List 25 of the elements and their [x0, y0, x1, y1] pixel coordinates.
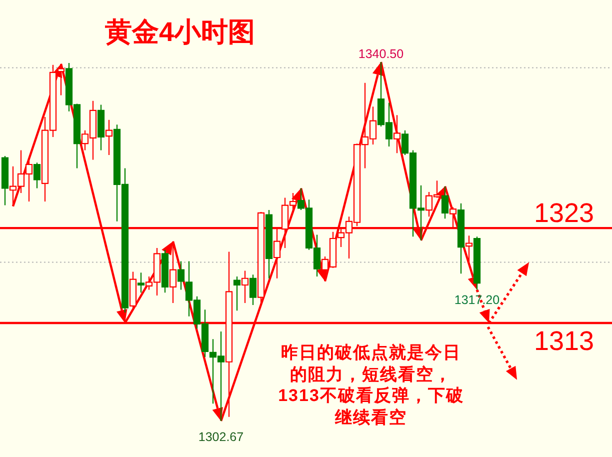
- ref-line-label: 1323: [534, 198, 594, 228]
- annotation: 1302.67: [198, 430, 244, 444]
- annotation: 1340.50: [358, 47, 404, 61]
- candlestick: [249, 274, 257, 306]
- candlestick: [473, 236, 481, 290]
- annotation: 1317.20: [454, 292, 500, 307]
- candlestick: [97, 104, 105, 151]
- candlestick: [33, 162, 41, 189]
- candlestick: [1, 155, 9, 206]
- candlestick: [241, 270, 249, 304]
- candlestick: [161, 249, 169, 294]
- chart-title: 黄金4小时图: [104, 17, 256, 47]
- ref-line-label: 1313: [534, 326, 594, 356]
- candlestick: [57, 63, 65, 96]
- candlestick: [457, 202, 465, 274]
- candlestick: [265, 209, 273, 279]
- candlestick: [441, 186, 449, 220]
- candlestick: [137, 272, 145, 294]
- candlestick: [465, 235, 473, 263]
- candlestick: [105, 119, 113, 156]
- candlestick: [233, 276, 241, 312]
- annotation: 昨日的破低点就是今日的阻力，短线看空，1313不破看反弹，下破继续看空: [277, 342, 465, 428]
- candlestick: [169, 240, 177, 304]
- candlestick: [129, 271, 137, 310]
- candlestick: [393, 114, 401, 154]
